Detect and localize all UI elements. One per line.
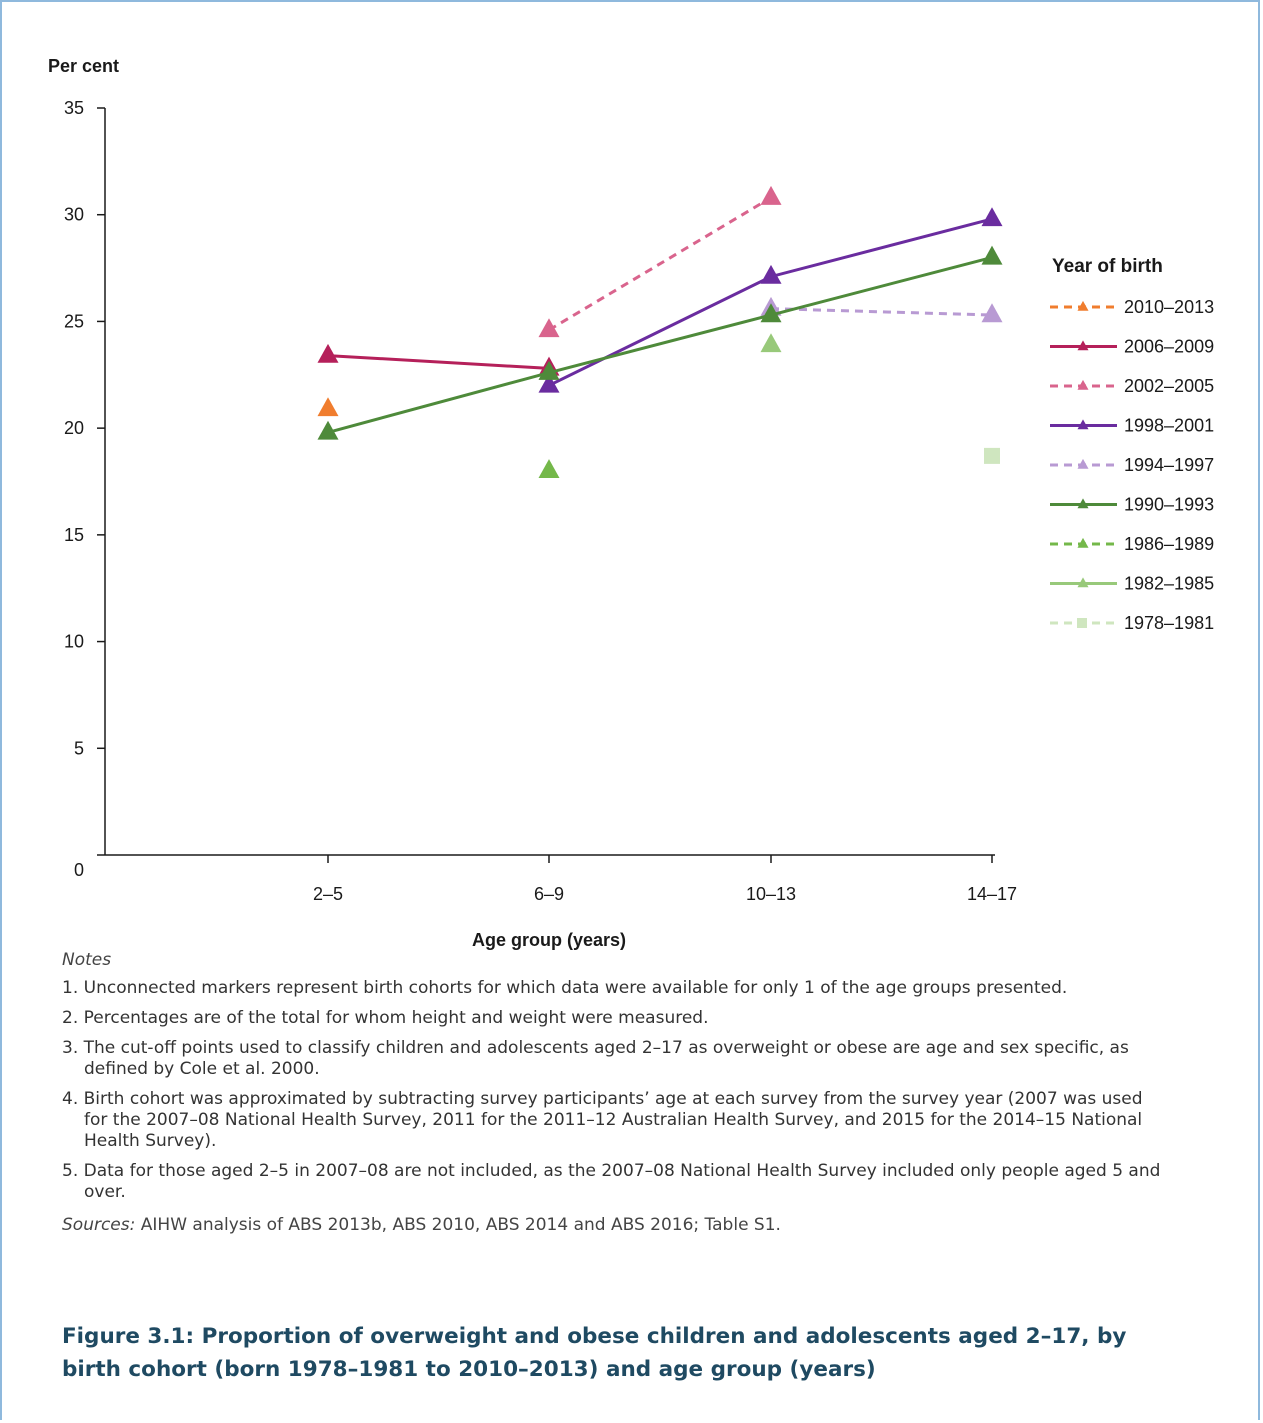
y-tick-label: 30	[64, 205, 84, 225]
data-point	[317, 397, 339, 417]
legend-label: 1998–2001	[1124, 416, 1214, 436]
legend-item: 2006–2009	[1050, 337, 1214, 357]
data-point	[981, 207, 1003, 227]
legend-swatch-marker	[1077, 340, 1089, 351]
note-item: 3. The cut-off points used to classify c…	[62, 1038, 1129, 1079]
series	[538, 207, 1003, 393]
y-tick-label: 5	[74, 738, 84, 758]
x-axis-label: Age group (years)	[472, 930, 626, 950]
y-tick-label: 25	[64, 311, 84, 331]
notes-section: Notes 1. Unconnected markers represent b…	[46, 950, 1166, 1235]
data-point	[760, 185, 782, 205]
x-tick-label: 2–5	[313, 884, 343, 904]
legend-item: 1994–1997	[1050, 455, 1214, 475]
legend-item: 1990–1993	[1050, 495, 1214, 515]
legend-label: 1978–1981	[1124, 613, 1214, 633]
series	[538, 459, 560, 479]
legend-swatch-marker	[1077, 379, 1089, 390]
data-point	[760, 333, 782, 353]
data-point	[317, 343, 339, 363]
note-item: 2. Percentages are of the total for whom…	[62, 1008, 709, 1028]
data-point	[538, 373, 560, 393]
note-item: 5. Data for those aged 2–5 in 2007–08 ar…	[62, 1161, 1161, 1202]
legend-title: Year of birth	[1052, 256, 1163, 277]
sources-text: AIHW analysis of ABS 2013b, ABS 2010, AB…	[135, 1215, 781, 1235]
y-tick-label: 35	[64, 98, 84, 118]
data-point	[538, 360, 560, 380]
x-tick-label: 14–17	[967, 884, 1017, 904]
legend-item: 2010–2013	[1050, 297, 1214, 317]
legend-swatch-marker	[1077, 458, 1089, 469]
legend-label: 2002–2005	[1124, 376, 1214, 396]
sources-label: Sources:	[62, 1215, 136, 1235]
data-point	[317, 420, 339, 440]
series-line	[327, 354, 550, 370]
data-point	[538, 459, 560, 479]
legend-item: 1986–1989	[1050, 534, 1214, 554]
legend: Year of birth 2010–2013 2006–2009 2002–200…	[1050, 256, 1214, 633]
legend-item: 2002–2005	[1050, 376, 1214, 396]
series	[760, 333, 782, 353]
x-axis: 2–5 6–9 10–13 14–17	[105, 854, 1017, 904]
y-axis: 0 5 10 15 20 25 30 35	[64, 98, 106, 880]
note-item: 1. Unconnected markers represent birth c…	[62, 978, 1068, 998]
y-tick-label: 15	[64, 525, 84, 545]
legend-swatch-marker	[1077, 537, 1089, 548]
legend-label: 2010–2013	[1124, 297, 1214, 317]
legend-label: 1990–1993	[1124, 495, 1214, 515]
series	[984, 447, 1000, 464]
series	[317, 343, 560, 376]
legend-label: 2006–2009	[1124, 337, 1214, 357]
data-point	[538, 318, 560, 338]
legend-item: 1978–1981	[1050, 613, 1214, 633]
series	[317, 397, 339, 417]
data-point	[760, 303, 782, 323]
figure-caption: Figure 3.1: Proportion of overweight and…	[62, 1324, 1127, 1382]
notes-list: 1. Unconnected markers represent birth c…	[46, 978, 1166, 1203]
series-line	[770, 307, 993, 317]
note-item: 4. Birth cohort was approximated by subt…	[62, 1089, 1143, 1151]
legend-swatch-marker	[1077, 419, 1089, 430]
legend-swatch-marker	[1077, 498, 1089, 509]
x-tick-label: 6–9	[534, 884, 564, 904]
x-tick-label: 10–13	[746, 884, 796, 904]
data-point	[981, 303, 1003, 323]
legend-swatch-marker	[1077, 618, 1087, 628]
series-line	[327, 255, 993, 434]
line-chart: Per cent 0 5 10 15 20 25 30 35 2–5 6–9 10–13 14–17…	[48, 56, 1214, 950]
legend-label: 1982–1985	[1124, 574, 1214, 594]
sources: Sources: AIHW analysis of ABS 2013b, ABS…	[62, 1215, 1166, 1235]
legend-swatch-marker	[1077, 577, 1089, 588]
legend-label: 1994–1997	[1124, 455, 1214, 475]
legend-label: 1986–1989	[1124, 534, 1214, 554]
data-point	[760, 264, 782, 284]
series-layer	[317, 185, 1003, 479]
data-point	[984, 447, 1000, 464]
series	[538, 185, 782, 338]
series-line	[548, 196, 772, 332]
legend-swatch-marker	[1077, 300, 1089, 311]
y-axis-label: Per cent	[48, 56, 119, 76]
y-tick-label: 20	[64, 418, 84, 438]
y-tick-label: 10	[64, 632, 84, 652]
legend-item: 1982–1985	[1050, 574, 1214, 594]
data-point	[981, 245, 1003, 265]
notes-heading: Notes	[62, 950, 112, 970]
legend-item: 1998–2001	[1050, 416, 1214, 436]
series	[317, 245, 1003, 440]
y-tick-label: 0	[74, 860, 84, 880]
